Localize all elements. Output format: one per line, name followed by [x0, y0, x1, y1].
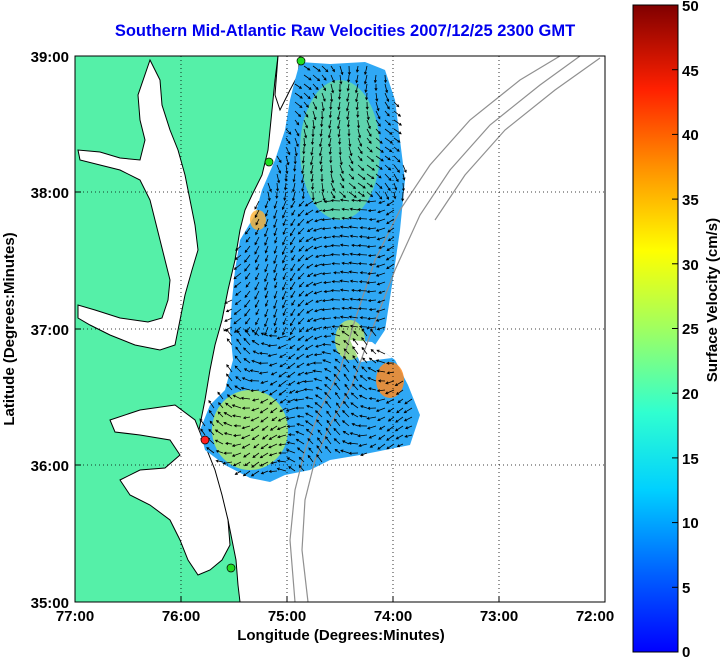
x-tick-label: 77:00	[56, 608, 94, 625]
y-axis-title: Latitude (Degrees:Minutes)	[1, 232, 18, 425]
coverage-gap	[350, 340, 392, 362]
colorbar-tick-label: 5	[682, 580, 690, 597]
x-tick-label: 75:00	[268, 608, 306, 625]
colorbar-title: Surface Velocity (cm/s)	[704, 218, 721, 382]
grid-lines	[75, 56, 605, 602]
x-tick-label: 72:00	[576, 608, 614, 625]
colorbar-tick-label: 0	[682, 644, 690, 659]
colorbar-tick-label: 30	[682, 257, 699, 274]
tick-marks	[75, 191, 500, 602]
x-axis-title: Longitude (Degrees:Minutes)	[237, 627, 445, 644]
colorbar	[632, 4, 679, 653]
colorbar-tick-label: 40	[682, 127, 699, 144]
velocity-patch-high	[212, 390, 288, 470]
colorbar-ticks	[672, 4, 678, 588]
velocity-arrow-field	[199, 65, 413, 477]
colorbar-tick-label: 45	[682, 63, 699, 80]
colorbar-tick-label: 50	[682, 0, 699, 15]
colorbar-tick-label: 20	[682, 386, 699, 403]
x-tick-label: 76:00	[162, 608, 200, 625]
radar-station-marker	[264, 157, 274, 167]
radar-station-marker	[226, 563, 236, 573]
colorbar-tick-label: 25	[682, 321, 699, 338]
colorbar-tick-label: 15	[682, 451, 699, 468]
colorbar-tick-label: 35	[682, 192, 699, 209]
velocity-patch-peak	[250, 210, 266, 230]
x-tick-label: 74:00	[374, 608, 412, 625]
radar-station-marker	[296, 56, 306, 66]
colorbar-tick-label: 10	[682, 515, 699, 532]
radar-station-marker	[200, 435, 210, 445]
velocity-arrows	[199, 65, 413, 477]
x-tick-label: 73:00	[480, 608, 518, 625]
y-tick-label: 36:00	[31, 458, 69, 475]
chart-title: Southern Mid-Atlantic Raw Velocities 200…	[114, 22, 576, 40]
velocity-patch-peak	[376, 362, 404, 398]
chesapeake-bay	[77, 58, 199, 351]
y-tick-label: 35:00	[31, 595, 69, 612]
y-tick-label: 39:00	[31, 49, 69, 66]
y-tick-label: 38:00	[31, 185, 69, 202]
y-tick-label: 37:00	[31, 322, 69, 339]
